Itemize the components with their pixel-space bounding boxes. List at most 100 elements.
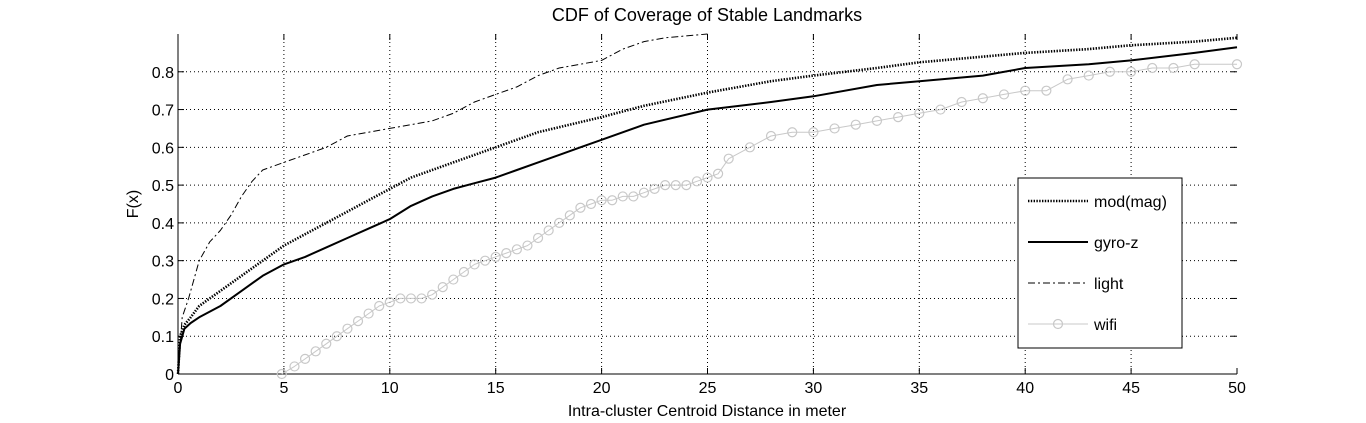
legend-marker — [1052, 318, 1064, 330]
legend-label: light — [1094, 276, 1124, 293]
data-point — [395, 293, 406, 304]
data-point — [299, 353, 311, 364]
data-point — [670, 180, 681, 191]
series-line — [177, 33, 708, 375]
y-tick-label: 0.4 — [152, 216, 174, 233]
data-point — [1020, 85, 1031, 96]
y-tick-label: 0.7 — [152, 103, 174, 120]
legend-label: mod(mag) — [1094, 194, 1167, 211]
series-line — [176, 36, 1238, 375]
y-tick-label: 0.6 — [152, 140, 174, 157]
x-tick-label: 15 — [487, 380, 505, 397]
data-point — [575, 202, 586, 213]
data-point — [352, 316, 364, 327]
data-point — [585, 198, 597, 210]
data-point — [448, 274, 459, 285]
data-point — [458, 266, 470, 278]
x-tick-label: 10 — [381, 380, 399, 397]
data-point — [829, 123, 840, 134]
x-tick-label: 5 — [279, 380, 288, 397]
data-point — [787, 127, 798, 138]
data-point — [310, 346, 321, 357]
legend-label: gyro-z — [1094, 235, 1138, 252]
series-light — [177, 33, 708, 375]
data-point — [1168, 62, 1179, 74]
y-tick-label: 0 — [165, 367, 174, 384]
x-tick-label: 40 — [1016, 380, 1034, 397]
data-point — [596, 195, 607, 206]
data-point — [1231, 59, 1243, 70]
data-point — [712, 168, 724, 179]
data-point — [702, 172, 713, 183]
chart-title: CDF of Coverage of Stable Landmarks — [552, 5, 862, 25]
data-point — [501, 248, 512, 259]
data-point — [998, 89, 1010, 100]
data-point — [1083, 70, 1094, 81]
data-point — [660, 180, 671, 191]
data-point — [638, 187, 650, 198]
data-point — [374, 300, 385, 312]
legend-item: light — [1028, 276, 1124, 293]
y-tick-label: 0.3 — [152, 254, 174, 271]
x-tick-label: 50 — [1228, 380, 1246, 397]
data-point — [1041, 85, 1052, 96]
data-point — [723, 153, 734, 164]
data-point — [893, 112, 904, 123]
legend-item: gyro-z — [1028, 235, 1138, 252]
data-point — [543, 225, 554, 236]
data-point — [765, 130, 777, 142]
y-tick-label: 0.1 — [152, 329, 174, 346]
data-point — [935, 104, 946, 115]
series-line — [177, 46, 1238, 375]
series-gyro-z — [177, 46, 1238, 375]
y-axis-label: F(x) — [125, 190, 142, 218]
data-point — [691, 176, 703, 187]
data-point — [1147, 62, 1158, 74]
data-point — [871, 115, 883, 126]
data-point — [469, 259, 480, 270]
data-point — [554, 217, 565, 228]
data-point — [564, 210, 575, 221]
data-point — [427, 289, 438, 300]
data-point — [956, 96, 967, 108]
data-point — [1062, 74, 1073, 85]
legend-label: wifi — [1093, 317, 1117, 334]
legend: mod(mag) gyro-z light wifi — [1017, 177, 1183, 349]
data-point — [321, 338, 332, 349]
x-tick-label: 25 — [699, 380, 717, 397]
data-point — [628, 191, 639, 202]
data-point — [607, 195, 618, 206]
x-tick-label: 35 — [910, 380, 928, 397]
data-point — [1104, 66, 1116, 77]
y-tick-label: 0.2 — [152, 291, 174, 308]
data-point — [416, 293, 427, 304]
data-point — [808, 127, 819, 138]
data-point — [363, 308, 374, 319]
data-point — [511, 244, 522, 255]
series-line — [281, 63, 1237, 375]
data-point — [331, 331, 342, 342]
x-tick-label: 45 — [1122, 380, 1140, 397]
data-point — [532, 232, 544, 244]
data-point — [289, 361, 300, 372]
series-wifi — [276, 59, 1243, 380]
data-point — [617, 191, 628, 202]
data-point — [490, 251, 501, 262]
x-tick-label: 0 — [174, 380, 183, 397]
data-point — [649, 183, 660, 194]
data-point — [1125, 66, 1137, 77]
series-mod-mag- — [176, 36, 1238, 375]
data-point — [744, 142, 755, 153]
data-point — [437, 282, 448, 293]
data-point — [977, 93, 988, 104]
axes: 0 5 10 15 20 25 30 35 40 45 50 0 0.1 0.2 0.3 0.4 0.5 0.6 0… — [152, 34, 1246, 397]
data-point — [1189, 59, 1200, 70]
grid-lines — [178, 34, 1237, 374]
data-point — [522, 240, 533, 251]
legend-item: wifi — [1028, 317, 1117, 334]
data-point — [276, 368, 287, 380]
data-point — [405, 293, 417, 304]
data-point — [850, 119, 861, 130]
x-tick-label: 30 — [805, 380, 823, 397]
